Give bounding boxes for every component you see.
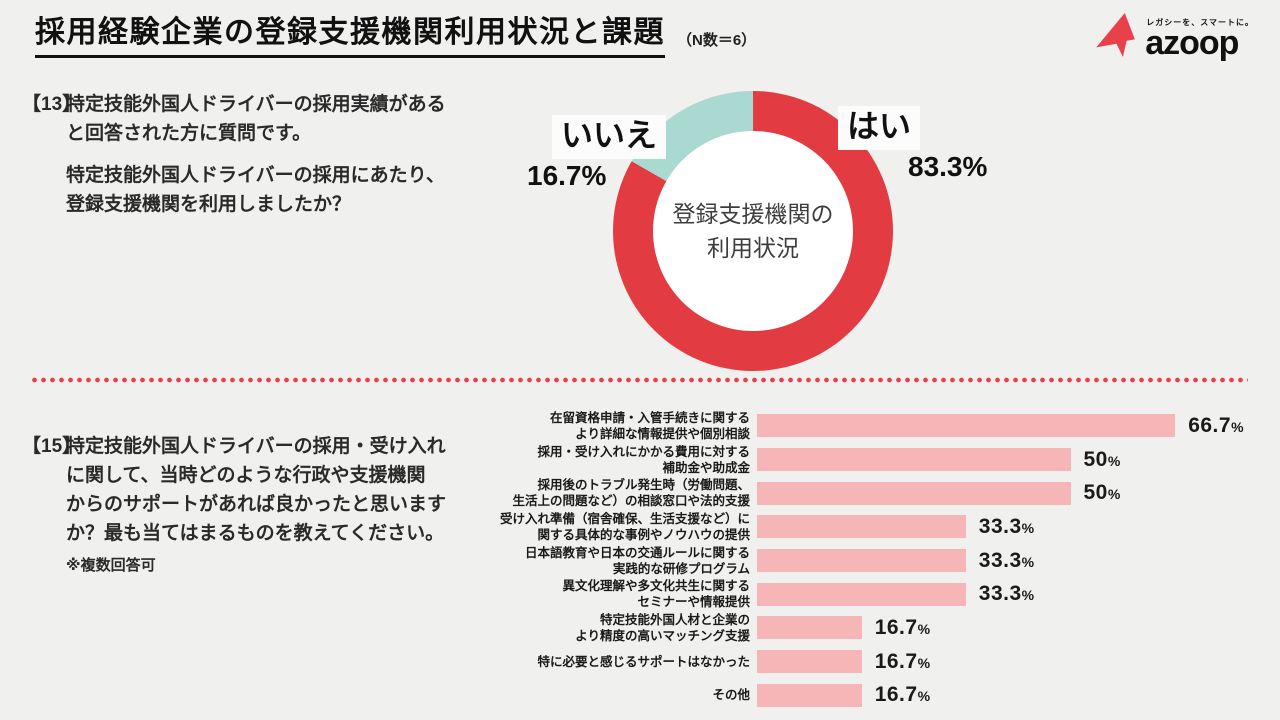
question-15-text: 特定技能外国人ドライバーの採用・受け入れ に関して、当時どのような行政や支援機関…	[66, 432, 446, 575]
bar-row: 採用後のトラブル発生時（労働問題、 生活上の問題など）の相談窓口や法的支援 50%	[490, 476, 1278, 510]
question-13-text: 特定技能外国人ドライバーの採用実績がある と回答された方に質問です。 特定技能外…	[66, 90, 446, 219]
bar-category-label: 特に必要と感じるサポートはなかった	[537, 654, 750, 669]
bar-category-label: 異文化理解や多文化共生に関する セミナーや情報提供	[562, 579, 750, 610]
donut-center-label: 登録支援機関の 利用状況	[672, 201, 834, 261]
bar-value-label: 66.7%	[1188, 413, 1244, 437]
bar	[757, 481, 1071, 505]
question-13: 【13】 特定技能外国人ドライバーの採用実績がある と回答された方に質問です。 …	[22, 90, 446, 219]
question-15-note: ※複数回答可	[66, 557, 156, 574]
bar	[757, 515, 966, 539]
bar-value-label: 16.7%	[874, 615, 931, 639]
bar-row: 日本語教育や日本の交通ルールに関する 実践的な研修プログラム 33.3%	[490, 544, 1278, 578]
bar	[757, 549, 966, 573]
question-15: 【15】 特定技能外国人ドライバーの採用・受け入れ に関して、当時どのような行政…	[22, 432, 446, 575]
bar	[757, 650, 862, 674]
donut-value-no: 16.7%	[527, 160, 607, 191]
bar-category-label: 採用・受け入れにかかる費用に対する 補助金や助成金	[537, 444, 750, 475]
page-title: 採用経験企業の登録支援機関利用状況と課題	[35, 14, 665, 58]
bar	[757, 582, 966, 606]
bar-category-label: 採用後のトラブル発生時（労働問題、 生活上の問題など）の相談窓口や法的支援	[512, 478, 750, 509]
logo-name: azoop	[1145, 23, 1239, 62]
bar-value-label: 16.7%	[874, 649, 931, 673]
question-13-body: 特定技能外国人ドライバーの採用にあたり、 登録支援機関を利用しましたか？	[66, 165, 445, 215]
bar-row: 特定技能外国人材と企業の より精度の高いマッチング支援 16.7%	[490, 611, 1278, 645]
bar-chart: 在留資格申請・入管手続きに関する より詳細な情報提供や個別相談 66.7% 採用・受…	[490, 409, 1278, 712]
donut-hole: 登録支援機関の 利用状況	[653, 131, 853, 331]
donut-label-yes: はい	[838, 106, 921, 150]
donut-value-yes: 83.3%	[908, 151, 988, 182]
bar-row: 特に必要と感じるサポートはなかった 16.7%	[490, 645, 1278, 679]
bar-category-label: その他	[712, 688, 750, 703]
bar-category-label: 日本語教育や日本の交通ルールに関する 実践的な研修プログラム	[524, 545, 750, 576]
bar-value-label: 33.3%	[978, 548, 1035, 572]
question-15-number: 【15】	[22, 436, 82, 457]
bar	[757, 683, 862, 707]
question-13-number: 【13】	[22, 94, 82, 115]
bar-value-label: 33.3%	[978, 582, 1035, 606]
bar-value-label: 50%	[1083, 481, 1121, 505]
header: 採用経験企業の登録支援機関利用状況と課題 （N数＝6）	[35, 14, 756, 58]
question-15-body: 特定技能外国人ドライバーの採用・受け入れ に関して、当時どのような行政や支援機関…	[66, 436, 447, 544]
logo-arrow-icon	[1096, 13, 1135, 57]
bar-value-label: 16.7%	[874, 683, 931, 707]
bar-value-label: 33.3%	[978, 514, 1035, 538]
bar	[757, 616, 862, 640]
azoop-logo: レガシーを、スマートに。 azoop	[1096, 13, 1254, 62]
bar-category-label: 特定技能外国人材と企業の より精度の高いマッチング支援	[575, 612, 750, 643]
logo-text: レガシーを、スマートに。 azoop	[1145, 17, 1254, 62]
dotted-divider	[30, 377, 1248, 383]
bar	[757, 414, 1176, 438]
bar-row: 受け入れ準備（宿舎確保、生活支援など）に 関する具体的な事例やノウハウの提供 33…	[490, 510, 1278, 544]
bar-row: その他 16.7%	[490, 679, 1278, 713]
bar-row: 異文化理解や多文化共生に関する セミナーや情報提供 33.3%	[490, 577, 1278, 611]
donut-label-no: いいえ	[552, 115, 667, 159]
question-13-intro: 特定技能外国人ドライバーの採用実績がある と回答された方に質問です。	[66, 94, 446, 144]
bar-category-label: 受け入れ準備（宿舎確保、生活支援など）に 関する具体的な事例やノウハウの提供	[499, 511, 750, 542]
logo-tagline: レガシーを、スマートに。	[1146, 17, 1254, 27]
bar-category-label: 在留資格申請・入管手続きに関する より詳細な情報提供や個別相談	[549, 410, 750, 441]
bar-row: 採用・受け入れにかかる費用に対する 補助金や助成金 50%	[490, 443, 1278, 477]
bar	[757, 448, 1071, 472]
bar-value-label: 50%	[1083, 447, 1121, 471]
sample-size-note: （N数＝6）	[677, 31, 757, 49]
bar-row: 在留資格申請・入管手続きに関する より詳細な情報提供や個別相談 66.7%	[490, 409, 1278, 443]
